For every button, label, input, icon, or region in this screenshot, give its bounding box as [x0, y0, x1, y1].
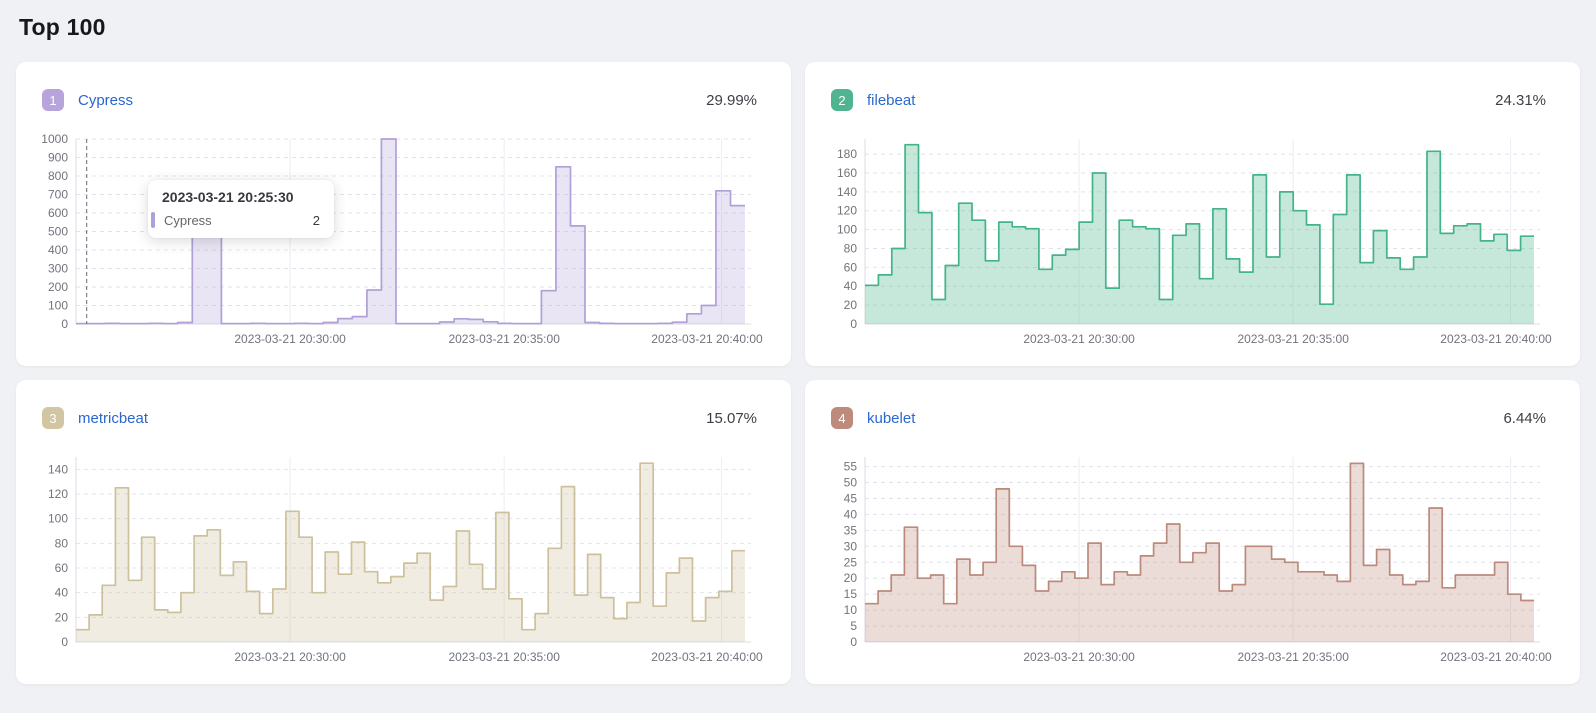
svg-text:400: 400 [48, 243, 68, 257]
chart-svg: 0 100 200 300 400 500 600 700 800 900 1000 2023-03-… [42, 132, 763, 346]
svg-text:45: 45 [844, 491, 858, 505]
tooltip-series-name: Cypress [164, 212, 212, 228]
series-link-kubelet[interactable]: kubelet [867, 409, 916, 427]
metric-card-kubelet: 4 kubelet 6.44% 0 5 10 15 20 25 30 35 40 45 50 55 20… [805, 380, 1580, 684]
tooltip-row: Cypress 2 [151, 212, 320, 228]
svg-text:600: 600 [48, 206, 68, 220]
svg-text:100: 100 [837, 223, 857, 237]
svg-text:500: 500 [48, 225, 68, 239]
metric-card-cypress: 1 Cypress 29.99% 0 100 200 300 400 500 600 700 8… [16, 62, 791, 366]
svg-text:2023-03-21 20:30:00: 2023-03-21 20:30:00 [234, 332, 346, 346]
svg-text:2023-03-21 20:40:00: 2023-03-21 20:40:00 [1440, 332, 1552, 346]
rank-badge: 3 [42, 407, 64, 429]
series-link-filebeat[interactable]: filebeat [867, 91, 916, 109]
chart-svg: 0 20 40 60 80 100 120 140 160 180 2023-03-21 20:30… [837, 139, 1552, 346]
svg-text:120: 120 [48, 487, 68, 501]
dashboard-page: Top 100 1 Cypress 29.99% 0 100 200 300 400 50… [16, 14, 1580, 684]
svg-text:140: 140 [837, 185, 857, 199]
svg-text:100: 100 [48, 512, 68, 526]
svg-text:20: 20 [844, 298, 858, 312]
svg-text:20: 20 [844, 571, 858, 585]
svg-text:60: 60 [55, 561, 69, 575]
svg-text:0: 0 [61, 635, 68, 649]
card-header: 3 metricbeat 15.07% [16, 380, 791, 429]
svg-text:900: 900 [48, 151, 68, 165]
svg-text:2023-03-21 20:35:00: 2023-03-21 20:35:00 [448, 650, 560, 664]
percentage-value: 29.99% [706, 91, 757, 109]
chart-filebeat[interactable]: 0 20 40 60 80 100 120 140 160 180 2023-03-21 20:30… [831, 127, 1554, 349]
svg-text:80: 80 [55, 536, 69, 550]
percentage-value: 6.44% [1503, 409, 1546, 427]
svg-text:2023-03-21 20:30:00: 2023-03-21 20:30:00 [1023, 332, 1135, 346]
svg-text:55: 55 [844, 460, 858, 474]
svg-text:35: 35 [844, 523, 858, 537]
svg-text:2023-03-21 20:35:00: 2023-03-21 20:35:00 [1237, 650, 1349, 664]
svg-text:2023-03-21 20:40:00: 2023-03-21 20:40:00 [1440, 650, 1552, 664]
percentage-value: 15.07% [706, 409, 757, 427]
svg-text:10: 10 [844, 603, 858, 617]
svg-text:300: 300 [48, 262, 68, 276]
svg-text:30: 30 [844, 539, 858, 553]
svg-text:2023-03-21 20:40:00: 2023-03-21 20:40:00 [651, 650, 763, 664]
svg-text:120: 120 [837, 204, 857, 218]
tooltip-series-value: 2 [312, 212, 320, 228]
svg-text:40: 40 [55, 586, 69, 600]
svg-text:25: 25 [844, 555, 858, 569]
tooltip-timestamp: 2023-03-21 20:25:30 [162, 189, 294, 205]
chart-metricbeat[interactable]: 0 20 40 60 80 100 120 140 2023-03-21 20:30:00 202… [42, 445, 765, 667]
svg-text:0: 0 [61, 317, 68, 331]
svg-text:100: 100 [48, 299, 68, 313]
svg-text:800: 800 [48, 169, 68, 183]
svg-text:160: 160 [837, 166, 857, 180]
svg-text:80: 80 [844, 241, 858, 255]
svg-text:20: 20 [55, 610, 69, 624]
svg-text:140: 140 [48, 462, 68, 476]
cards-grid: 1 Cypress 29.99% 0 100 200 300 400 500 600 700 8… [16, 62, 1580, 684]
chart-svg: 0 20 40 60 80 100 120 140 2023-03-21 20:30:00 202… [48, 457, 763, 664]
svg-text:2023-03-21 20:40:00: 2023-03-21 20:40:00 [651, 332, 763, 346]
page-title: Top 100 [19, 14, 106, 40]
svg-text:2023-03-21 20:35:00: 2023-03-21 20:35:00 [448, 332, 560, 346]
svg-text:5: 5 [850, 619, 857, 633]
svg-text:0: 0 [850, 317, 857, 331]
svg-text:15: 15 [844, 587, 858, 601]
card-header: 4 kubelet 6.44% [805, 380, 1580, 429]
svg-text:2023-03-21 20:35:00: 2023-03-21 20:35:00 [1237, 332, 1349, 346]
svg-text:0: 0 [850, 635, 857, 649]
svg-text:1000: 1000 [42, 132, 68, 146]
chart-tooltip: 2023-03-21 20:25:30 Cypress 2 [148, 180, 334, 238]
svg-text:700: 700 [48, 188, 68, 202]
series-marker-icon [151, 212, 155, 228]
card-header: 2 filebeat 24.31% [805, 62, 1580, 111]
metric-card-filebeat: 2 filebeat 24.31% 0 20 40 60 80 100 120 140 160 1… [805, 62, 1580, 366]
card-header: 1 Cypress 29.99% [16, 62, 791, 111]
svg-text:50: 50 [844, 476, 858, 490]
svg-text:2023-03-21 20:30:00: 2023-03-21 20:30:00 [234, 650, 346, 664]
chart-cypress[interactable]: 0 100 200 300 400 500 600 700 800 900 1000 2023-03-… [42, 127, 765, 349]
svg-text:40: 40 [844, 507, 858, 521]
rank-badge: 1 [42, 89, 64, 111]
svg-text:2023-03-21 20:30:00: 2023-03-21 20:30:00 [1023, 650, 1135, 664]
svg-text:200: 200 [48, 280, 68, 294]
series-link-cypress[interactable]: Cypress [78, 91, 134, 109]
rank-badge: 4 [831, 407, 853, 429]
rank-badge: 2 [831, 89, 853, 111]
metric-card-metricbeat: 3 metricbeat 15.07% 0 20 40 60 80 100 120 140 20… [16, 380, 791, 684]
svg-text:180: 180 [837, 147, 857, 161]
svg-text:60: 60 [844, 260, 858, 274]
series-link-metricbeat[interactable]: metricbeat [78, 409, 149, 427]
chart-kubelet[interactable]: 0 5 10 15 20 25 30 35 40 45 50 55 2023-03-21 20:30:0… [831, 445, 1554, 667]
svg-text:40: 40 [844, 279, 858, 293]
percentage-value: 24.31% [1495, 91, 1546, 109]
